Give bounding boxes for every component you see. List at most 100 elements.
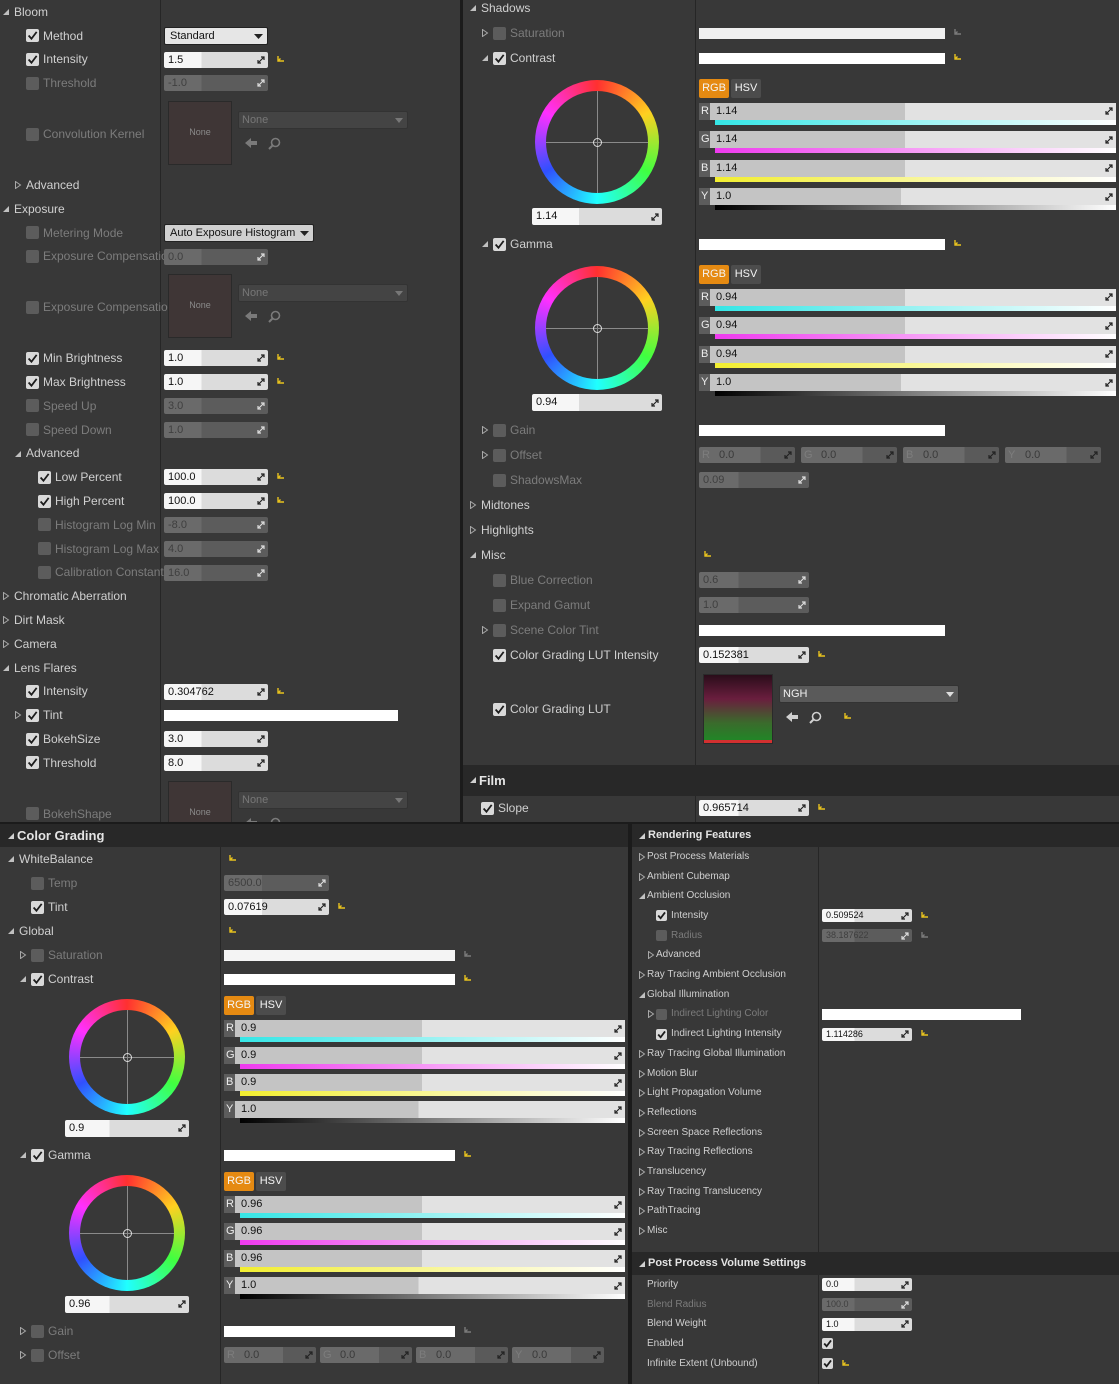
checkbox[interactable] [26,685,39,698]
expander-open[interactable] [469,4,477,12]
browse-asset[interactable] [809,711,822,724]
reset-to-default[interactable] [276,55,286,65]
expander-closed[interactable] [19,1351,27,1359]
number-field[interactable]: -8.0 [164,516,268,533]
checkbox[interactable] [493,573,506,587]
mode-button[interactable]: RGB [224,1172,254,1191]
reset-to-default[interactable] [920,931,930,941]
checkbox[interactable] [481,801,494,815]
reset-to-default[interactable] [463,974,473,984]
expander-closed[interactable] [481,426,489,434]
vector-field[interactable]: G 0.0 [801,447,897,463]
checkbox[interactable] [656,1028,667,1040]
expander-open[interactable] [2,205,10,213]
dropdown[interactable]: Auto Exposure Histogram [164,223,314,242]
checkbox[interactable] [38,494,51,508]
reset-to-default[interactable] [463,1150,473,1160]
number-field[interactable]: 0.07619 [224,899,329,915]
checkbox[interactable] [493,473,506,487]
number-field[interactable]: 4.0 [164,540,268,557]
number-field[interactable]: 1.114286 [822,1027,912,1041]
expander-closed[interactable] [638,971,646,980]
asset-dropdown[interactable]: NGH [779,684,959,703]
reset-to-default[interactable] [337,902,347,912]
channel-slider[interactable]: 0.96 [235,1223,625,1240]
number-field[interactable]: 1.14 [532,208,662,225]
channel-slider[interactable]: 0.96 [235,1196,625,1213]
checkbox[interactable] [38,518,51,532]
expander-closed[interactable] [14,181,22,190]
color-swatch[interactable] [224,950,455,961]
checkbox[interactable] [493,448,506,462]
number-field[interactable]: 0.152381 [699,647,809,663]
expander-open[interactable] [2,664,10,672]
reset-to-default[interactable] [920,1029,930,1039]
expander-closed[interactable] [638,1128,646,1137]
checkbox[interactable] [26,76,39,90]
number-field[interactable]: 8.0 [164,754,268,771]
color-swatch[interactable] [224,974,455,985]
reset-to-default[interactable] [276,377,286,387]
number-field[interactable]: 0.6 [699,572,809,588]
number-field[interactable]: 6500.0 [224,875,329,891]
expander-closed[interactable] [638,1108,646,1117]
expander-closed[interactable] [647,1010,655,1019]
checkbox[interactable] [31,876,44,890]
reset-to-default[interactable] [920,911,930,921]
number-field[interactable]: 100.0 [164,493,268,510]
number-field[interactable]: 0.9 [65,1119,189,1137]
expander-closed[interactable] [638,1049,646,1058]
checkbox[interactable] [38,566,51,579]
checkbox[interactable] [656,930,667,942]
expander-closed[interactable] [638,1148,646,1157]
number-field[interactable]: 0.0 [164,248,268,265]
expander-closed[interactable] [638,852,646,861]
browse-asset[interactable] [268,137,281,150]
color-swatch[interactable] [699,28,945,39]
checkbox[interactable] [26,423,39,437]
vector-field[interactable]: Y 0.0 [512,1347,604,1363]
reset-to-default[interactable] [703,550,713,560]
expander-open[interactable] [469,551,477,559]
number-field[interactable]: 1.0 [164,421,268,438]
asset-dropdown[interactable]: None [238,790,408,809]
number-field[interactable]: 1.5 [164,51,268,68]
expander-closed[interactable] [469,526,477,534]
browse-asset[interactable] [268,817,281,822]
reset-to-default[interactable] [276,353,286,363]
checkbox[interactable] [38,542,51,556]
color-swatch[interactable] [699,425,945,436]
checkbox[interactable] [656,910,667,922]
checkbox[interactable] [26,300,39,314]
checkbox[interactable] [31,1324,44,1338]
reset-to-default[interactable] [463,950,473,960]
use-selected-asset[interactable] [244,310,258,322]
checkbox[interactable] [26,756,39,770]
channel-slider[interactable]: 1.0 [710,188,1116,205]
expander-open[interactable] [481,54,489,62]
expander-open[interactable] [638,892,646,900]
channel-slider[interactable]: 0.94 [710,345,1116,363]
expander-open[interactable] [19,1151,27,1159]
color-swatch[interactable] [224,1326,455,1337]
number-field[interactable]: 0.965714 [699,800,809,816]
checkbox[interactable] [31,948,44,962]
checkbox[interactable] [26,29,39,43]
channel-slider[interactable]: 1.14 [710,159,1116,177]
expander-closed[interactable] [638,1069,646,1078]
checkbox[interactable] [26,351,39,365]
expander-closed[interactable] [19,951,27,959]
number-field[interactable]: 0.94 [532,394,662,411]
number-field[interactable]: 3.0 [164,397,268,414]
channel-slider[interactable]: 0.94 [710,317,1116,334]
number-field[interactable]: 100.0 [822,1298,912,1312]
asset-dropdown[interactable]: None [238,284,408,303]
reset-to-default[interactable] [228,926,238,936]
number-field[interactable]: 38.187622 [822,929,912,943]
reset-to-default[interactable] [276,472,286,482]
reset-to-default[interactable] [843,712,853,722]
mode-button[interactable]: HSV [256,996,286,1015]
number-field[interactable]: 0.09 [699,472,809,488]
vector-field[interactable]: R 0.0 [224,1347,316,1363]
vector-field[interactable]: B 0.0 [416,1347,508,1363]
